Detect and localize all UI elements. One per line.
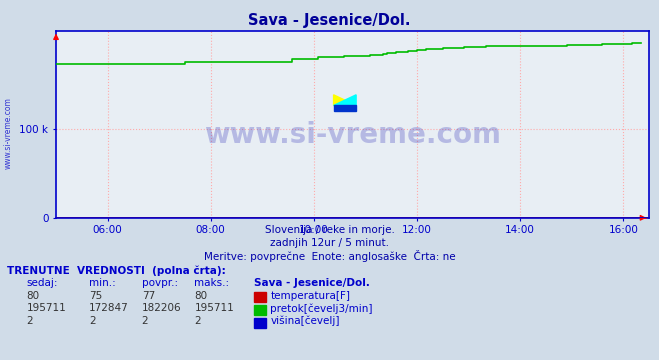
Text: 2: 2 [89, 316, 96, 326]
Text: 2: 2 [26, 316, 33, 326]
Polygon shape [333, 95, 356, 105]
Text: 195711: 195711 [26, 303, 66, 313]
Text: 2: 2 [142, 316, 148, 326]
Text: Meritve: povprečne  Enote: anglosaške  Črta: ne: Meritve: povprečne Enote: anglosaške Črt… [204, 250, 455, 262]
Text: 2: 2 [194, 316, 201, 326]
Text: min.:: min.: [89, 278, 116, 288]
Text: 80: 80 [194, 291, 208, 301]
Text: 80: 80 [26, 291, 40, 301]
Text: Sava - Jesenice/Dol.: Sava - Jesenice/Dol. [248, 13, 411, 28]
Text: 172847: 172847 [89, 303, 129, 313]
Text: www.si-vreme.com: www.si-vreme.com [204, 121, 501, 149]
Text: www.si-vreme.com: www.si-vreme.com [4, 97, 13, 169]
Polygon shape [333, 105, 356, 111]
Text: povpr.:: povpr.: [142, 278, 178, 288]
Text: pretok[čevelj3/min]: pretok[čevelj3/min] [270, 303, 373, 314]
Text: višina[čevelj]: višina[čevelj] [270, 316, 339, 326]
Text: Slovenija / reke in morje.: Slovenija / reke in morje. [264, 225, 395, 235]
Text: zadnjih 12ur / 5 minut.: zadnjih 12ur / 5 minut. [270, 238, 389, 248]
Text: sedaj:: sedaj: [26, 278, 58, 288]
Polygon shape [333, 95, 356, 105]
Text: TRENUTNE  VREDNOSTI  (polna črta):: TRENUTNE VREDNOSTI (polna črta): [7, 265, 225, 276]
Text: 75: 75 [89, 291, 102, 301]
Text: temperatura[F]: temperatura[F] [270, 291, 350, 301]
Text: maks.:: maks.: [194, 278, 229, 288]
Text: 77: 77 [142, 291, 155, 301]
Text: Sava - Jesenice/Dol.: Sava - Jesenice/Dol. [254, 278, 370, 288]
Text: 182206: 182206 [142, 303, 181, 313]
Text: 195711: 195711 [194, 303, 234, 313]
